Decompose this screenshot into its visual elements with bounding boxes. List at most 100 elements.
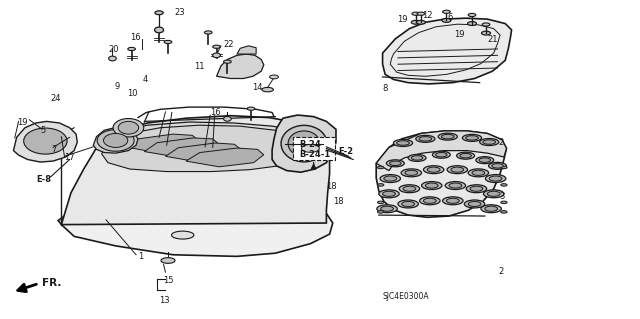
Text: 4: 4 xyxy=(143,75,148,84)
Ellipse shape xyxy=(417,12,425,15)
Ellipse shape xyxy=(467,185,486,193)
Text: B-24-1: B-24-1 xyxy=(300,150,331,159)
Ellipse shape xyxy=(379,190,399,198)
Ellipse shape xyxy=(424,198,436,203)
Ellipse shape xyxy=(489,176,502,181)
Ellipse shape xyxy=(468,201,481,206)
Text: B-24: B-24 xyxy=(300,140,321,149)
Ellipse shape xyxy=(483,190,504,198)
Ellipse shape xyxy=(417,20,426,24)
Ellipse shape xyxy=(468,13,476,17)
Ellipse shape xyxy=(381,206,394,211)
Ellipse shape xyxy=(378,201,384,204)
Text: 1: 1 xyxy=(138,252,143,261)
Polygon shape xyxy=(216,54,264,78)
Text: 6: 6 xyxy=(448,13,453,22)
Ellipse shape xyxy=(488,162,506,169)
Ellipse shape xyxy=(484,206,497,211)
Text: 19: 19 xyxy=(454,31,465,40)
Ellipse shape xyxy=(288,131,320,156)
Ellipse shape xyxy=(426,183,438,188)
Text: 13: 13 xyxy=(159,296,170,305)
Text: E-8: E-8 xyxy=(36,175,51,184)
Ellipse shape xyxy=(449,183,462,188)
Ellipse shape xyxy=(443,10,451,13)
Ellipse shape xyxy=(428,167,440,172)
Ellipse shape xyxy=(483,140,495,144)
Ellipse shape xyxy=(402,201,415,206)
Text: 16: 16 xyxy=(130,33,140,42)
Ellipse shape xyxy=(472,170,484,175)
Text: 19: 19 xyxy=(17,118,27,127)
Ellipse shape xyxy=(394,139,413,146)
Polygon shape xyxy=(383,18,511,84)
Text: 14: 14 xyxy=(252,83,262,92)
Ellipse shape xyxy=(223,116,231,121)
Ellipse shape xyxy=(470,186,483,191)
Ellipse shape xyxy=(155,11,163,15)
Ellipse shape xyxy=(398,200,419,208)
Ellipse shape xyxy=(500,211,507,213)
Text: 24: 24 xyxy=(51,94,61,103)
Ellipse shape xyxy=(416,135,435,142)
Text: 10: 10 xyxy=(127,89,138,98)
Ellipse shape xyxy=(378,166,384,169)
Text: FR.: FR. xyxy=(42,278,61,288)
Ellipse shape xyxy=(408,154,426,161)
Polygon shape xyxy=(125,134,198,153)
Ellipse shape xyxy=(465,200,484,208)
Text: 19: 19 xyxy=(397,15,407,24)
Ellipse shape xyxy=(485,174,506,182)
Ellipse shape xyxy=(212,45,220,48)
Ellipse shape xyxy=(438,133,458,140)
Text: 16: 16 xyxy=(210,108,221,117)
Text: 18: 18 xyxy=(326,182,337,191)
Ellipse shape xyxy=(479,158,490,162)
Ellipse shape xyxy=(390,161,401,166)
Text: 23: 23 xyxy=(174,8,185,17)
Ellipse shape xyxy=(442,134,454,139)
Ellipse shape xyxy=(397,141,410,145)
Ellipse shape xyxy=(451,167,464,172)
Polygon shape xyxy=(93,128,138,153)
Ellipse shape xyxy=(377,205,397,213)
Ellipse shape xyxy=(457,152,474,159)
Text: 2: 2 xyxy=(499,267,504,276)
Text: 7: 7 xyxy=(52,145,57,153)
Ellipse shape xyxy=(481,31,490,35)
Polygon shape xyxy=(145,138,219,157)
Polygon shape xyxy=(13,122,77,162)
Text: 15: 15 xyxy=(164,276,174,285)
Ellipse shape xyxy=(384,176,397,181)
Ellipse shape xyxy=(468,169,488,177)
Ellipse shape xyxy=(424,166,444,174)
Ellipse shape xyxy=(436,152,447,157)
Text: 22: 22 xyxy=(223,40,234,49)
Ellipse shape xyxy=(113,119,144,137)
Ellipse shape xyxy=(500,166,507,169)
Ellipse shape xyxy=(262,87,273,92)
Polygon shape xyxy=(61,116,330,225)
Ellipse shape xyxy=(156,29,163,33)
Polygon shape xyxy=(102,125,304,172)
Ellipse shape xyxy=(204,31,212,34)
Ellipse shape xyxy=(433,151,451,158)
Text: 12: 12 xyxy=(422,11,433,20)
Ellipse shape xyxy=(380,174,401,182)
Ellipse shape xyxy=(383,191,396,196)
Ellipse shape xyxy=(479,138,499,145)
Ellipse shape xyxy=(387,160,404,167)
Ellipse shape xyxy=(466,136,478,140)
Ellipse shape xyxy=(281,125,327,162)
Text: 20: 20 xyxy=(108,45,118,54)
Ellipse shape xyxy=(463,134,481,141)
Ellipse shape xyxy=(487,191,500,196)
Ellipse shape xyxy=(301,145,319,152)
Polygon shape xyxy=(376,131,506,217)
Ellipse shape xyxy=(412,156,423,160)
Ellipse shape xyxy=(482,23,490,26)
Text: 18: 18 xyxy=(333,197,344,206)
Text: E-2: E-2 xyxy=(338,147,353,156)
Ellipse shape xyxy=(443,197,463,205)
Ellipse shape xyxy=(442,19,451,22)
